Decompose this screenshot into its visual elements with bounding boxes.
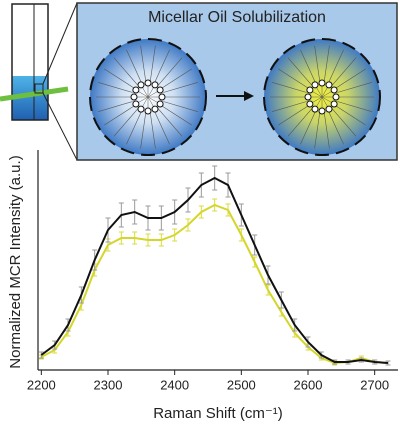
surfactant-tail: [161, 68, 192, 89]
surfactant-tail: [113, 57, 138, 86]
surfactant-head: [158, 93, 166, 101]
surfactant-head: [144, 107, 152, 115]
surfactant-tail: [323, 112, 330, 149]
surfactant-tail: [158, 57, 183, 86]
surfactant-core: [321, 96, 328, 107]
x-tick-label: 2500: [227, 377, 256, 392]
surfactant-tail: [332, 108, 357, 137]
surfactant-head: [330, 86, 338, 94]
surfactant-tail: [314, 112, 321, 149]
surfactant-tail: [337, 82, 372, 93]
surfactant-tail: [163, 82, 198, 93]
surfactant-head: [318, 79, 326, 87]
surfactant-tail: [335, 68, 366, 89]
surfactant-tail: [126, 49, 142, 83]
surfactant-head: [306, 86, 314, 94]
surfactant-core: [147, 87, 154, 98]
surfactant-head: [137, 81, 145, 89]
x-tick-label: 2600: [294, 377, 323, 392]
surfactant-tail: [149, 112, 156, 149]
series-line: [40, 203, 389, 365]
surfactant-head: [130, 93, 138, 101]
surfactant-tail: [278, 68, 309, 89]
surfactant-head: [132, 86, 140, 94]
surfactant-head: [144, 79, 152, 87]
surfactant-tail: [126, 111, 142, 145]
surfactant-head: [151, 81, 159, 89]
x-axis-title: Raman Shift (cm⁻¹): [153, 405, 283, 422]
surfactant-head: [330, 100, 338, 108]
cuvette: [0, 2, 78, 161]
surfactant-head: [306, 100, 314, 108]
surfactant-core: [321, 91, 332, 98]
surfactant-core: [147, 91, 158, 98]
surfactant-head: [156, 86, 164, 94]
surfactant-core: [142, 87, 149, 98]
surfactant-core: [142, 96, 149, 107]
error-bar: [38, 351, 44, 359]
surfactant-head: [325, 105, 333, 113]
surfactant-tail: [300, 49, 316, 83]
surfactant-tail: [314, 45, 321, 82]
surfactant-tail: [154, 111, 170, 145]
surfactant-tail: [323, 45, 330, 82]
x-tick-label: 2300: [94, 377, 123, 392]
x-tick-label: 2200: [27, 377, 56, 392]
surfactant-head: [304, 93, 312, 101]
surfactant-tail: [98, 82, 133, 93]
surfactant-tail: [149, 45, 156, 82]
surfactant-tail: [161, 105, 192, 126]
surfactant-core: [316, 96, 323, 107]
surfactant-tail: [140, 112, 147, 149]
surfactant-tail: [104, 68, 135, 89]
surfactant-head: [325, 81, 333, 89]
surfactant-core: [147, 96, 154, 107]
surfactant-core: [321, 87, 328, 98]
surfactant-tail: [335, 105, 366, 126]
surfactant-tail: [287, 108, 312, 137]
surfactant-core: [321, 96, 332, 103]
surfactant-tail: [332, 57, 357, 86]
surfactant-tail: [163, 101, 198, 112]
surfactant-head: [332, 93, 340, 101]
surfactant-tail: [113, 108, 138, 137]
surfactant-head: [137, 105, 145, 113]
x-tick-label: 2700: [360, 377, 389, 392]
surfactant-tail: [278, 105, 309, 126]
surfactant-tail: [337, 101, 372, 112]
surfactant-head: [132, 100, 140, 108]
surfactant-head: [151, 105, 159, 113]
surfactant-head: [156, 100, 164, 108]
y-axis-title: Normalized MCR Intensity (a.u.): [7, 155, 24, 368]
surfactant-core: [138, 91, 149, 98]
surfactant-core: [312, 91, 323, 98]
x-tick-label: 2400: [160, 377, 189, 392]
inset-title: Micellar Oil Solubilization: [148, 9, 326, 26]
micelle-diagram: [89, 38, 381, 156]
surfactant-tail: [300, 111, 316, 145]
surfactant-core: [312, 96, 323, 103]
surfactant-tail: [158, 108, 183, 137]
surfactant-tail: [140, 45, 147, 82]
surfactant-tail: [104, 105, 135, 126]
surfactant-head: [318, 107, 326, 115]
surfactant-head: [311, 81, 319, 89]
surfactant-core: [316, 87, 323, 98]
surfactant-tail: [272, 82, 307, 93]
surfactant-tail: [98, 101, 133, 112]
surfactant-tail: [154, 49, 170, 83]
surfactant-core: [147, 96, 158, 103]
surfactant-head: [311, 105, 319, 113]
surfactant-tail: [328, 111, 344, 145]
surfactant-tail: [328, 49, 344, 83]
surfactant-core: [138, 96, 149, 103]
series-line: [40, 176, 389, 364]
surfactant-tail: [272, 101, 307, 112]
surfactant-tail: [287, 57, 312, 86]
